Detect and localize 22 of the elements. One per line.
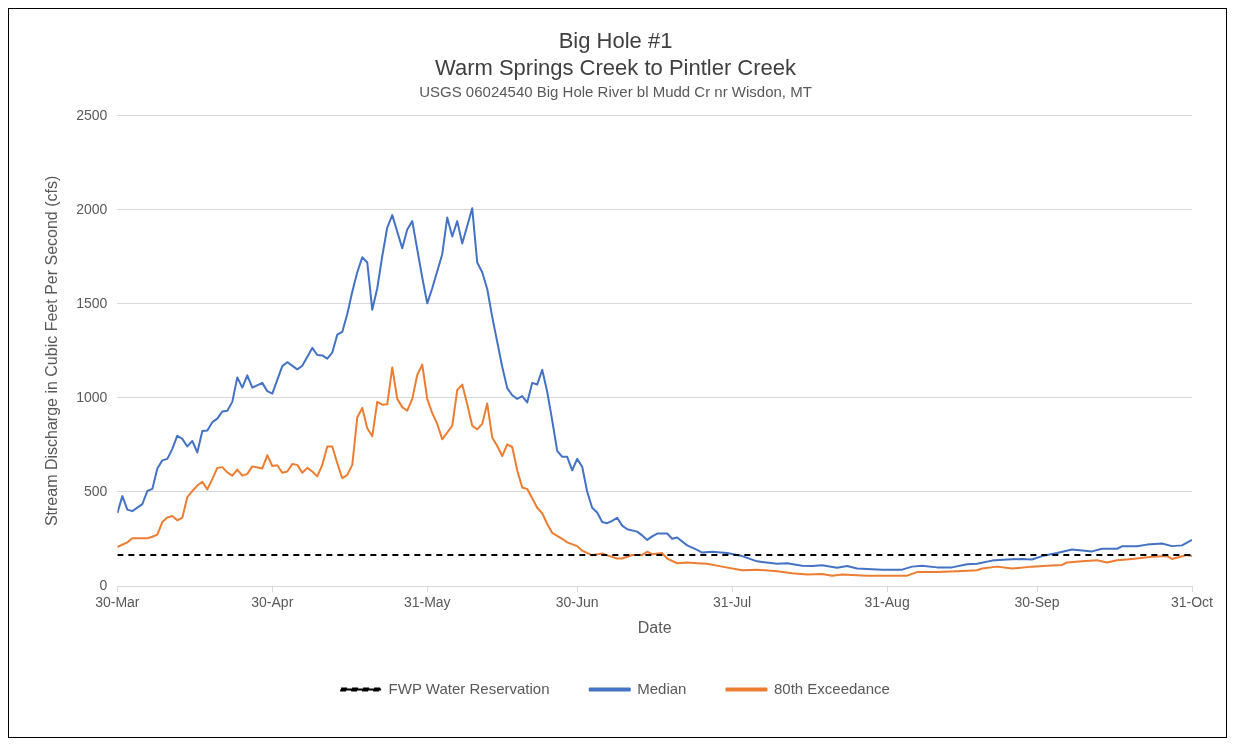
y-tick-label: 1500 [76, 294, 108, 311]
y-tick-label: 1000 [76, 388, 108, 405]
legend-label: FWP Water Reservation [388, 679, 550, 697]
text: USGS 06024540 Big Hole River bl Mudd Cr nr Wisdon, MT [419, 82, 812, 100]
y-tick-label: 0 [99, 576, 108, 593]
y-tick-label: 500 [83, 482, 108, 499]
x-axis-title: Date [637, 618, 672, 636]
legend-label: Median [637, 679, 687, 697]
y-tick-label: 2000 [76, 200, 108, 217]
x-tick-label: 30-Mar [95, 594, 140, 611]
y-tick-label: 2500 [76, 106, 108, 123]
x-tick-label: 31-Aug [864, 594, 910, 611]
chart-subtitle: Warm Springs Creek to Pintler Creek [434, 54, 798, 80]
chart-title: Big Hole #1 [558, 28, 673, 54]
x-tick-label: 30-Apr [251, 594, 294, 611]
x-tick-label: 30-Sep [1014, 594, 1060, 611]
x-tick-label: 30-Jun [555, 594, 599, 611]
x-tick-label: 31-Oct [1170, 594, 1214, 611]
y-axis-title: Stream Discharge in Cubic Feet Per Second (cfs) [43, 175, 61, 527]
legend-label: 80th Exceedance [773, 679, 890, 697]
x-tick-label: 31-May [403, 594, 451, 611]
x-tick-label: 31-Jul [713, 594, 752, 611]
